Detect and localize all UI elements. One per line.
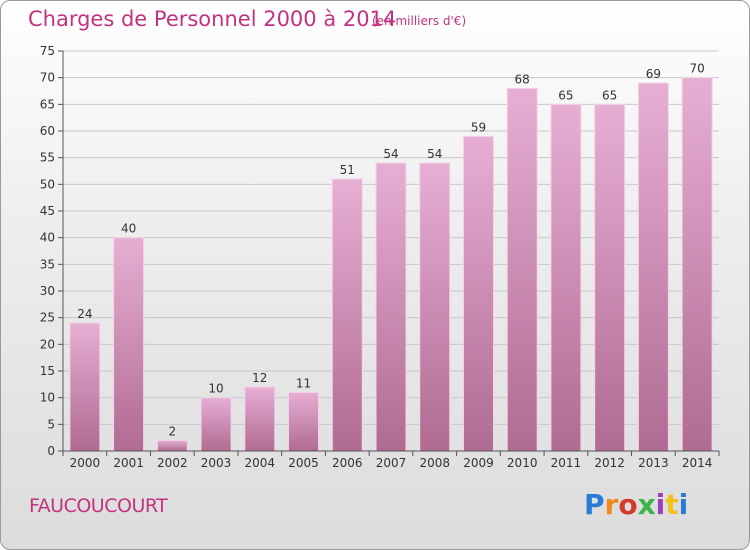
data-label-2004: 12 xyxy=(252,371,267,385)
x-tick-label-2003: 2003 xyxy=(201,456,232,470)
x-tick-label-2010: 2010 xyxy=(507,456,538,470)
bar-2007 xyxy=(375,162,407,452)
data-label-2013: 69 xyxy=(646,67,661,81)
data-label-2001: 40 xyxy=(121,222,136,236)
data-label-2009: 59 xyxy=(471,120,486,134)
x-tick-label-2011: 2011 xyxy=(551,456,582,470)
y-tick-label: 15 xyxy=(40,364,55,378)
data-label-2006: 51 xyxy=(340,163,355,177)
y-tick-label: 30 xyxy=(40,284,55,298)
y-tick-label: 35 xyxy=(40,257,55,271)
data-label-2014: 70 xyxy=(689,62,704,76)
bar-2003 xyxy=(200,397,232,452)
x-tick-label-2008: 2008 xyxy=(419,456,450,470)
bar-2000 xyxy=(69,322,101,452)
y-tick-label: 25 xyxy=(40,311,55,325)
axes: 0 5 10 15 20 25 30 35 40 45 50 55 60 65 70 75 2000 2001 20… xyxy=(40,44,720,470)
data-label-2000: 24 xyxy=(77,307,92,321)
data-label-2002: 2 xyxy=(169,424,177,438)
logo-letter: i xyxy=(655,488,666,521)
bar-2004 xyxy=(244,386,276,452)
bar-2010 xyxy=(506,87,538,452)
bar-2008 xyxy=(419,162,451,452)
x-tick-label-2009: 2009 xyxy=(463,456,494,470)
x-tick-label-2000: 2000 xyxy=(70,456,101,470)
x-tick-label-2001: 2001 xyxy=(113,456,144,470)
data-label-2012: 65 xyxy=(602,88,617,102)
logo-letter: i xyxy=(678,488,689,521)
y-tick-label: 55 xyxy=(40,151,55,165)
y-tick-label: 20 xyxy=(40,337,55,351)
y-tick-label: 40 xyxy=(40,231,55,245)
data-label-2010: 68 xyxy=(515,72,530,86)
x-tick-label-2014: 2014 xyxy=(682,456,713,470)
bar-2013 xyxy=(637,82,669,452)
data-label-2007: 54 xyxy=(383,147,398,161)
chart-title: Charges de Personnel 2000 à 2014 xyxy=(28,7,397,31)
bar-2002 xyxy=(156,439,188,452)
logo-letter: P xyxy=(584,488,605,521)
x-tick-label-2013: 2013 xyxy=(638,456,669,470)
logo-letter: x xyxy=(637,488,656,521)
logo-letter: o xyxy=(618,488,638,521)
y-tick-label: 0 xyxy=(47,444,55,458)
data-label-2008: 54 xyxy=(427,147,442,161)
x-tick-label-2012: 2012 xyxy=(594,456,625,470)
data-label-2003: 10 xyxy=(208,382,223,396)
x-tick-label-2006: 2006 xyxy=(332,456,363,470)
x-tick-label-2007: 2007 xyxy=(376,456,407,470)
y-tick-label: 75 xyxy=(40,44,55,58)
bar-2001 xyxy=(113,237,145,452)
x-tick-label-2005: 2005 xyxy=(288,456,319,470)
proxiti-logo[interactable]: Proxiti xyxy=(584,488,688,521)
logo-letter: t xyxy=(665,488,679,521)
data-label-2011: 65 xyxy=(558,88,573,102)
y-tick-label: 65 xyxy=(40,97,55,111)
bar-2011 xyxy=(550,103,582,452)
bar-2012 xyxy=(594,103,626,452)
data-label-2005: 11 xyxy=(296,376,311,390)
bar-2006 xyxy=(331,178,363,452)
x-tick-label-2002: 2002 xyxy=(157,456,188,470)
y-tick-label: 60 xyxy=(40,124,55,138)
bars: 24 40 2 10 12 11 51 54 54 59 68 65 65 69 70 xyxy=(69,62,713,452)
y-tick-label: 70 xyxy=(40,71,55,85)
y-tick-label: 5 xyxy=(47,417,55,431)
x-tick-label-2004: 2004 xyxy=(245,456,276,470)
chart-unit: (en milliers d'€) xyxy=(372,14,467,28)
y-tick-label: 10 xyxy=(40,391,55,405)
y-tick-label: 50 xyxy=(40,177,55,191)
bar-2014 xyxy=(681,77,713,452)
y-tick-label: 45 xyxy=(40,204,55,218)
logo-letter: r xyxy=(604,488,619,521)
bar-2009 xyxy=(462,135,494,452)
bar-2005 xyxy=(288,391,320,452)
commune-name: FAUCOUCOURT xyxy=(29,495,168,517)
